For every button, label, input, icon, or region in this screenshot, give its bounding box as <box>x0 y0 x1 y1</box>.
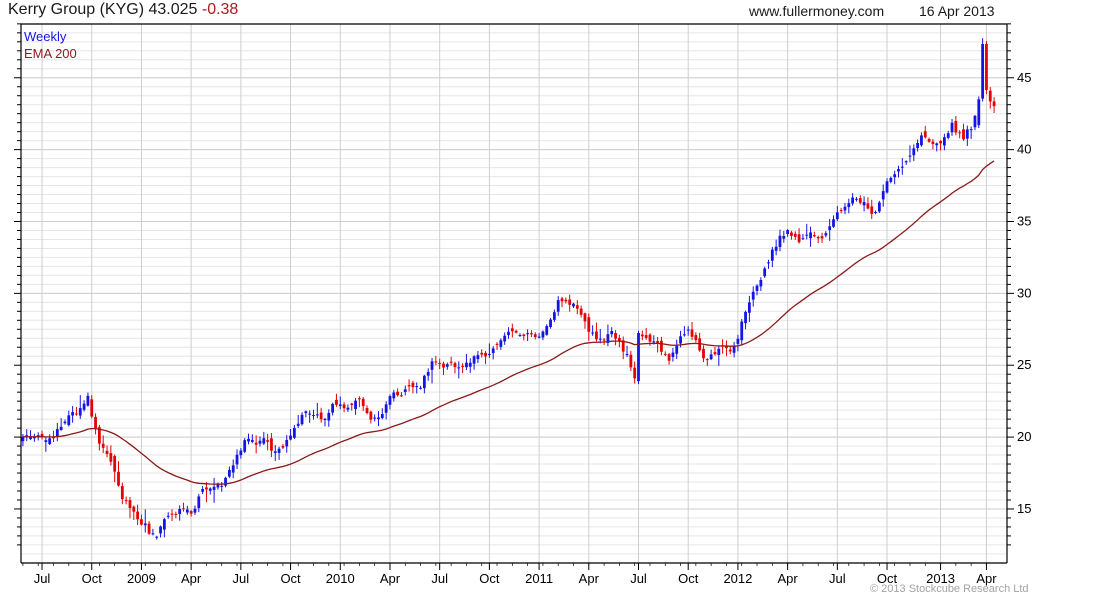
svg-text:2011: 2011 <box>525 571 553 586</box>
svg-text:Apr: Apr <box>380 571 401 586</box>
svg-text:Oct: Oct <box>678 571 699 586</box>
svg-text:Apr: Apr <box>579 571 600 586</box>
svg-text:Oct: Oct <box>479 571 500 586</box>
svg-text:20: 20 <box>1017 429 1031 444</box>
svg-text:Apr: Apr <box>778 571 799 586</box>
svg-text:Jul: Jul <box>630 571 647 586</box>
svg-text:Jul: Jul <box>34 571 51 586</box>
svg-text:Jul: Jul <box>431 571 448 586</box>
svg-text:2009: 2009 <box>127 571 156 586</box>
svg-text:Oct: Oct <box>82 571 103 586</box>
svg-text:25: 25 <box>1017 357 1031 372</box>
svg-text:40: 40 <box>1017 142 1031 157</box>
svg-text:2010: 2010 <box>326 571 355 586</box>
svg-text:15: 15 <box>1017 501 1031 516</box>
svg-text:Jul: Jul <box>233 571 250 586</box>
svg-text:Jul: Jul <box>829 571 846 586</box>
svg-text:2012: 2012 <box>723 571 752 586</box>
svg-text:35: 35 <box>1017 213 1031 228</box>
svg-text:45: 45 <box>1017 70 1031 85</box>
svg-text:Oct: Oct <box>280 571 301 586</box>
svg-text:Apr: Apr <box>181 571 202 586</box>
svg-text:30: 30 <box>1017 285 1031 300</box>
